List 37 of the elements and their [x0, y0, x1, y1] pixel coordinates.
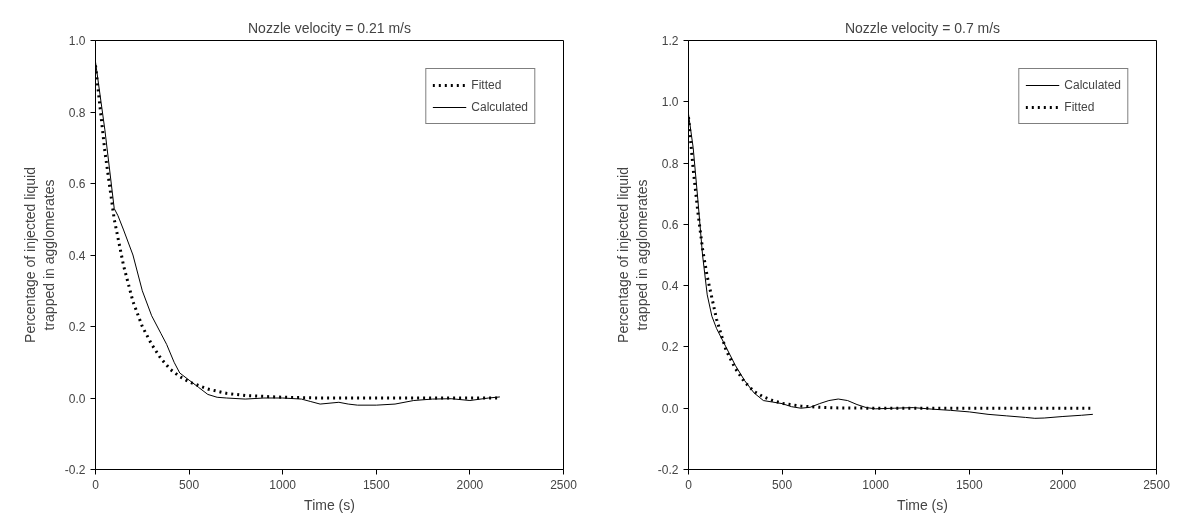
y-tick-label: 0.2	[661, 340, 679, 355]
legend-label: Fitted	[1064, 100, 1095, 114]
chart-title: Nozzle velocity = 0.21 m/s	[248, 19, 412, 36]
x-tick-label: 2000	[456, 477, 484, 492]
y-tick-label: 0.0	[661, 401, 679, 416]
y-tick-label: -0.2	[657, 463, 679, 477]
x-tick-label: 2500	[550, 477, 578, 492]
y-axis-title: Percentage of injected liquid trapped in agglomerates	[21, 167, 57, 343]
legend-label: Calculated	[1064, 78, 1121, 92]
y-tick-label: 0.2	[68, 320, 86, 334]
x-tick-label: 1500	[955, 477, 983, 492]
x-tick-label: 0	[685, 477, 693, 492]
x-tick-label: 0	[92, 477, 100, 492]
y-tick-label: 0.8	[661, 156, 679, 171]
x-tick-label: 2000	[1049, 477, 1077, 492]
x-tick-label: 500	[772, 477, 793, 492]
y-tick-label: 0.4	[661, 279, 679, 294]
y-tick-label: 1.2	[661, 34, 679, 48]
x-tick-label: 1000	[862, 477, 890, 492]
x-tick-label: 2500	[1143, 477, 1171, 492]
x-tick-label: 1500	[362, 477, 390, 492]
y-tick-label: 0.8	[68, 105, 86, 120]
x-axis-title: Time (s)	[304, 496, 355, 513]
x-tick-label: 1000	[269, 477, 297, 492]
y-tick-label: 0.0	[68, 391, 86, 406]
y-tick-label: -0.2	[64, 463, 86, 477]
y-tick-label: 1.0	[661, 95, 679, 110]
y-tick-label: 0.6	[661, 217, 679, 232]
x-tick-label: 500	[179, 477, 200, 492]
y-tick-label: 0.6	[68, 177, 86, 191]
legend-label: Fitted	[471, 78, 502, 92]
legend-label: Calculated	[471, 100, 528, 114]
y-axis-title: Percentage of injected liquid trapped in agglomerates	[614, 167, 650, 343]
y-tick-label: 1.0	[68, 34, 86, 48]
y-tick-label: 0.4	[68, 248, 86, 263]
x-axis-title: Time (s)	[897, 496, 948, 513]
chart-title: Nozzle velocity = 0.7 m/s	[844, 19, 1001, 36]
